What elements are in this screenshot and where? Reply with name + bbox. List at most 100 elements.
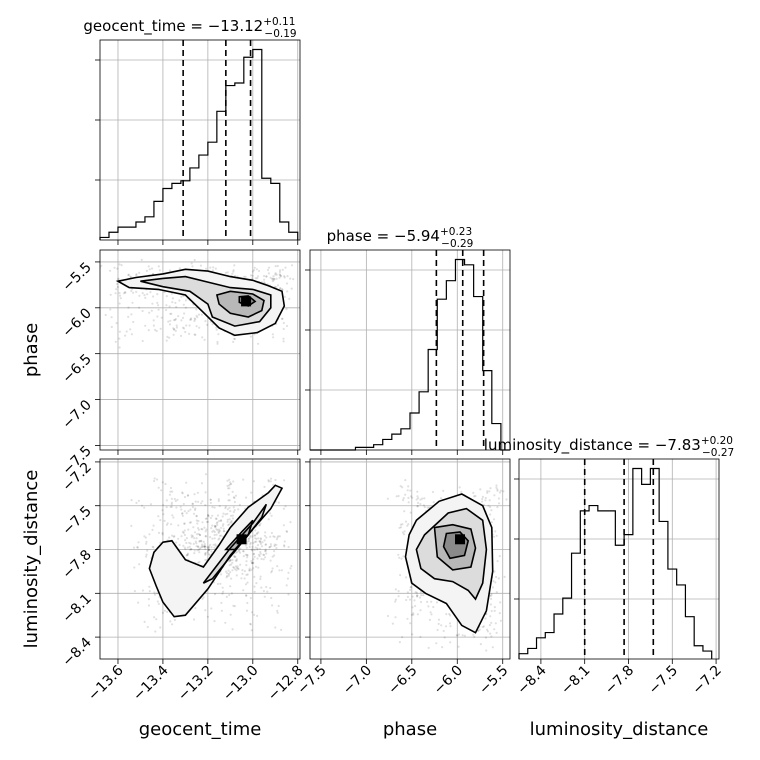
scatter-point	[492, 518, 496, 521]
scatter-point	[275, 547, 278, 550]
y-tick-label: −8.1	[59, 591, 94, 626]
scatter-point	[161, 481, 164, 484]
scatter-point	[182, 544, 185, 547]
scatter-point	[250, 629, 253, 632]
scatter-point	[503, 575, 506, 579]
scatter-point	[200, 502, 203, 505]
histogram-phase	[310, 258, 510, 451]
scatter-point	[259, 522, 262, 525]
title-lower-error: −0.19	[264, 28, 296, 40]
scatter-point	[148, 585, 151, 588]
contour-line	[215, 290, 265, 318]
scatter-point	[232, 510, 235, 514]
scatter-point	[135, 274, 138, 277]
scatter-point	[222, 523, 225, 526]
scatter-point	[499, 619, 502, 622]
scatter-point	[199, 533, 202, 537]
scatter-point	[406, 591, 409, 594]
scatter-point	[252, 541, 255, 545]
scatter-point	[195, 308, 198, 311]
scatter-point	[281, 288, 284, 291]
scatter-point	[146, 549, 149, 552]
scatter-point	[402, 497, 405, 500]
scatter-point	[220, 573, 223, 576]
scatter-point	[130, 313, 133, 316]
scatter-point	[241, 569, 244, 572]
scatter-point	[237, 508, 240, 511]
scatter-point	[157, 308, 160, 311]
scatter-point	[283, 275, 286, 278]
scatter-point	[174, 499, 177, 503]
scatter-point	[203, 526, 206, 529]
title-value: luminosity_distance = −7.83	[484, 436, 701, 455]
scatter-point	[491, 586, 494, 589]
scatter-point	[227, 499, 230, 502]
scatter-point	[136, 546, 139, 549]
scatter-point	[449, 641, 452, 644]
scatter-point	[481, 497, 484, 501]
scatter-point	[242, 550, 245, 553]
scatter-point	[194, 540, 197, 543]
scatter-point	[411, 633, 414, 636]
scatter-point	[229, 514, 233, 517]
scatter-point	[181, 326, 185, 329]
scatter-point	[193, 549, 196, 552]
scatter-point	[495, 486, 498, 489]
scatter-point	[279, 269, 282, 272]
scatter-point	[259, 537, 262, 540]
scatter-point	[440, 624, 443, 627]
title-upper-error: +0.20	[701, 435, 733, 447]
scatter-point	[276, 284, 280, 287]
axes-frame	[309, 458, 511, 660]
scatter-point	[257, 566, 260, 569]
scatter-point	[221, 524, 224, 527]
scatter-point	[481, 495, 484, 498]
scatter-point	[498, 555, 501, 558]
scatter-point	[285, 324, 289, 328]
scatter-point	[489, 505, 492, 509]
scatter-point	[443, 636, 446, 639]
scatter-point	[248, 569, 251, 572]
density-peak	[241, 296, 252, 307]
scatter-point	[228, 593, 231, 597]
scatter-point	[214, 543, 217, 546]
scatter-point	[189, 317, 193, 320]
scatter-point	[251, 611, 254, 614]
scatter-point	[118, 302, 121, 305]
scatter-point	[237, 568, 240, 571]
scatter-point	[140, 504, 144, 507]
scatter-point	[222, 512, 225, 515]
scatter-point	[137, 541, 140, 544]
scatter-point	[276, 565, 279, 568]
scatter-point	[193, 531, 197, 534]
scatter-point	[179, 334, 183, 337]
scatter-point	[196, 545, 200, 548]
scatter-point	[263, 553, 266, 557]
scatter-point	[210, 550, 213, 553]
scatter-point	[399, 574, 402, 577]
scatter-point	[486, 490, 489, 493]
scatter-point	[404, 479, 407, 482]
scatter-point	[262, 558, 265, 561]
scatter-point	[143, 535, 146, 538]
scatter-point	[409, 588, 412, 592]
scatter-point	[183, 510, 186, 513]
scatter-point	[226, 520, 229, 523]
scatter-point	[251, 535, 254, 538]
scatter-point	[129, 275, 132, 278]
scatter-point	[156, 600, 159, 603]
scatter-point	[268, 546, 271, 549]
scatter-point	[174, 318, 177, 322]
scatter-point	[246, 554, 249, 557]
scatter-point	[255, 582, 258, 585]
scatter-point	[422, 594, 425, 597]
scatter-point	[234, 559, 237, 562]
scatter-point	[179, 505, 182, 508]
scatter-point	[228, 518, 231, 521]
scatter-point	[172, 327, 175, 330]
scatter-point	[182, 502, 185, 506]
scatter-point	[416, 594, 419, 597]
scatter-point	[147, 598, 150, 601]
scatter-point	[188, 521, 191, 524]
scatter-point	[173, 319, 176, 322]
